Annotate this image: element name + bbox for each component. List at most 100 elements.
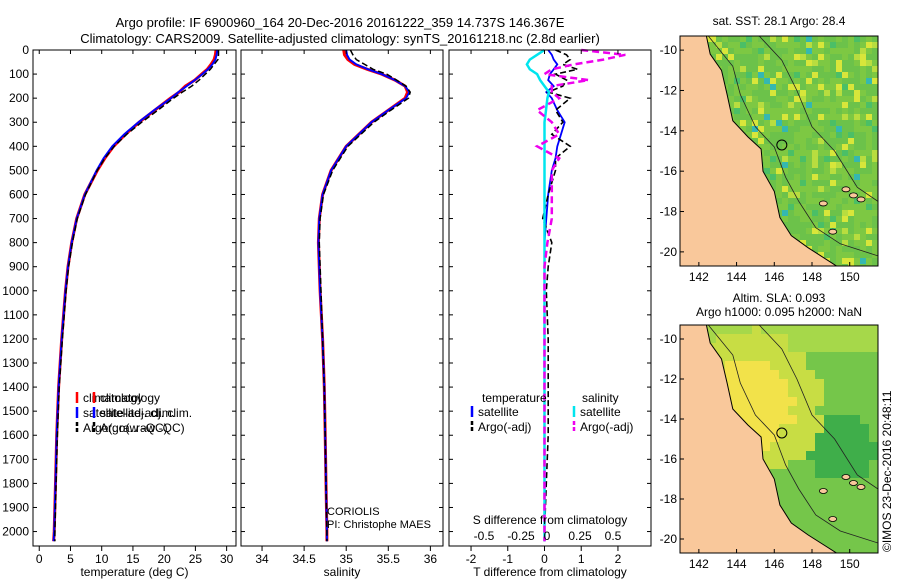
map-cell: [812, 36, 819, 43]
map-cell: [806, 42, 813, 49]
map-cell: [854, 258, 861, 265]
map-cell: [872, 228, 878, 235]
map-cell: [764, 138, 771, 145]
map-cell: [752, 78, 759, 85]
map-cell: [740, 96, 747, 103]
map-y-tick-label: -14: [660, 412, 678, 426]
map-cell: [788, 174, 795, 181]
map-cell: [797, 469, 807, 479]
map-cell: [824, 252, 831, 259]
map-cell: [866, 252, 873, 259]
map-cell: [776, 192, 783, 199]
map-cell: [842, 478, 852, 488]
map-cell: [806, 460, 816, 470]
map-cell: [866, 84, 873, 91]
map-cell: [818, 84, 825, 91]
map-cell: [866, 216, 873, 223]
map-cell: [869, 451, 878, 461]
map-cell: [782, 114, 789, 121]
map-cell: [842, 361, 852, 371]
imos-stamp: ©IMOS 23-Dec-2016 20:48:11: [880, 390, 894, 552]
map-cell: [815, 496, 825, 506]
map-y-tick-label: -16: [660, 164, 678, 178]
map-cell: [812, 204, 819, 211]
map-cell: [797, 406, 807, 416]
map-cell: [815, 424, 825, 434]
map-cell: [872, 222, 878, 229]
depth-tick-label: 1400: [2, 380, 29, 394]
map-cell: [788, 388, 798, 398]
map-cell: [746, 96, 753, 103]
map-cell: [722, 78, 729, 85]
bathymetry-contour: [758, 36, 878, 202]
map-cell: [788, 334, 798, 344]
depth-tick-label: 1000: [2, 284, 29, 298]
map-cell: [836, 156, 843, 163]
x-tick-label: 36: [424, 552, 438, 566]
map-cell: [758, 48, 765, 55]
map-cell: [770, 72, 777, 79]
map-cell: [854, 144, 861, 151]
series-line: [541, 49, 581, 542]
map-cell: [836, 132, 843, 139]
map-cell: [764, 48, 771, 55]
map-cell: [812, 90, 819, 97]
map-cell: [860, 487, 870, 497]
map-cell: [866, 60, 873, 67]
map-cell: [848, 54, 855, 61]
map-cell: [746, 60, 753, 67]
map-cell: [794, 36, 801, 43]
map-cell: [842, 523, 852, 533]
map-cell: [788, 198, 795, 205]
legend-label: satellite-adj. clim.: [100, 406, 192, 420]
map-cell: [797, 433, 807, 443]
map-cell: [869, 514, 878, 524]
map-cell: [824, 228, 831, 235]
map-cell: [794, 132, 801, 139]
map-cell: [833, 424, 843, 434]
map-cell: [842, 156, 849, 163]
map-cell: [836, 42, 843, 49]
map-cell: [794, 66, 801, 73]
map-cell: [815, 415, 825, 425]
map-cell: [776, 42, 783, 49]
map-cell: [860, 258, 867, 265]
map-cell: [818, 222, 825, 229]
map-cell: [806, 379, 816, 389]
map-cell: [734, 361, 744, 371]
map-x-tick-label: 144: [727, 557, 747, 571]
map-cell: [842, 198, 849, 205]
map-cell: [854, 138, 861, 145]
map-cell: [752, 132, 759, 139]
map-cell: [830, 186, 837, 193]
map-cell: [830, 48, 837, 55]
map-cell: [806, 84, 813, 91]
map-cell: [746, 42, 753, 49]
map-cell: [779, 352, 789, 362]
map-cell: [752, 138, 759, 145]
map-cell: [806, 54, 813, 61]
map-cell: [824, 204, 831, 211]
map-cell: [734, 36, 741, 43]
map-cell: [812, 216, 819, 223]
map-cell: [806, 132, 813, 139]
map-cell: [770, 334, 780, 344]
bathymetry-contour: [758, 325, 878, 490]
map-cell: [758, 66, 765, 73]
map-cell: [797, 379, 807, 389]
map-cell: [728, 96, 735, 103]
map-cell: [770, 451, 780, 461]
map-cell: [788, 451, 798, 461]
map-cell: [860, 84, 867, 91]
map-cell: [794, 72, 801, 79]
map-cell: [851, 352, 861, 362]
map-cell: [770, 114, 777, 121]
map-cell: [842, 343, 852, 353]
map-cell: [866, 48, 873, 55]
map-cell: [788, 204, 795, 211]
map-cell: [758, 54, 765, 61]
map-cell: [761, 415, 771, 425]
map-cell: [818, 102, 825, 109]
map-cell: [851, 469, 861, 479]
map-cell: [725, 370, 735, 380]
